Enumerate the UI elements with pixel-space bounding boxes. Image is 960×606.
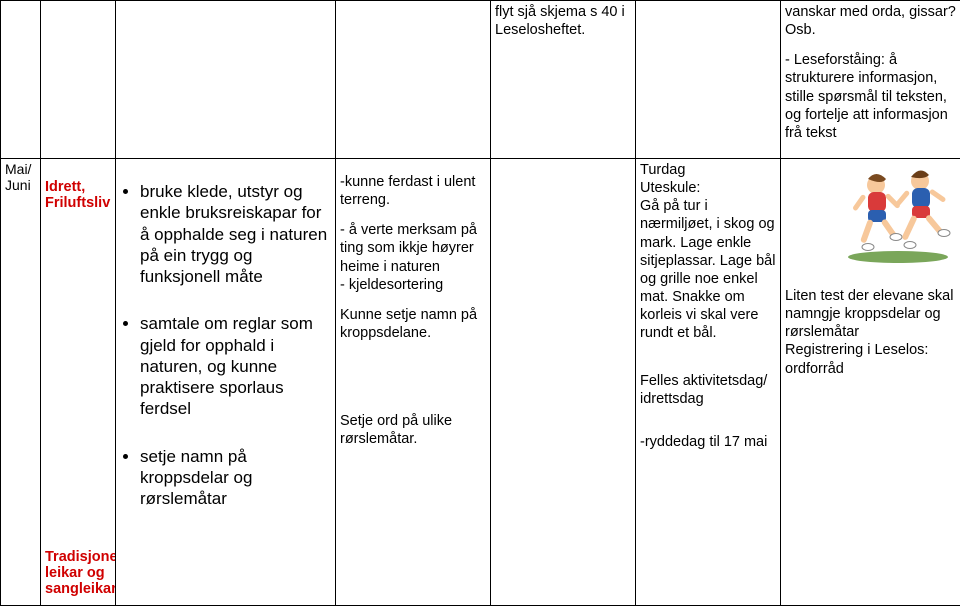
cell-outdoor: Turdag Uteskule: Gå på tur i nærmiljøet,… — [636, 159, 781, 606]
skill-p1: -kunne ferdast i ulent terreng. — [340, 173, 486, 209]
cell-assessment-top: vanskar med orda, gissar? Osb. - Lesefor… — [781, 1, 960, 159]
cell-skills: -kunne ferdast i ulent terreng. - å vert… — [336, 159, 491, 606]
plan-table: flyt sjå skjema s 40 i Leselosheftet. va… — [0, 0, 960, 606]
list-item: setje namn på kroppsdelar og rørslemåtar — [140, 446, 331, 510]
subject-tradisjonelle: Tradisjonelle leikar og sangleikar — [45, 549, 111, 597]
out-p1: Turdag — [640, 161, 776, 179]
cell-assessment: Liten test der elevane skal namngje krop… — [781, 159, 960, 606]
cell-goals: bruke klede, utstyr og enkle bruksreiska… — [116, 159, 336, 606]
skill-p5: Setje ord på ulike rørslemåtar. — [340, 412, 486, 448]
assess-p1: Liten test der elevane skal namngje krop… — [785, 287, 956, 341]
out-p4: Felles aktivitetsdag/ idrettsdag — [640, 372, 776, 408]
cell-col4-empty — [491, 159, 636, 606]
subject-idrett: Idrett, Friluftsliv — [45, 179, 111, 211]
text-flyt: flyt sjå skjema s 40 i Leselosheftet. — [495, 3, 631, 39]
month-label: Mai/ Juni — [5, 161, 36, 193]
page-root: flyt sjå skjema s 40 i Leselosheftet. va… — [0, 0, 960, 605]
skill-p3: - kjeldesortering — [340, 276, 486, 294]
out-p5: -ryddedag til 17 mai — [640, 433, 776, 451]
cell-month: Mai/ Juni — [1, 159, 41, 606]
cell-subject-empty — [41, 1, 116, 159]
out-p2: Uteskule: — [640, 179, 776, 197]
cell-outdoor-empty — [636, 1, 781, 159]
cell-reading: flyt sjå skjema s 40 i Leselosheftet. — [491, 1, 636, 159]
skill-p4: Kunne setje namn på kroppsdelane. — [340, 306, 486, 342]
text-vanskar: vanskar med orda, gissar? Osb. — [785, 3, 956, 39]
running-icon — [838, 165, 958, 265]
list-item: bruke klede, utstyr og enkle bruksreiska… — [140, 181, 331, 287]
runners-illustration — [785, 167, 956, 277]
goal-list: bruke klede, utstyr og enkle bruksreiska… — [120, 181, 331, 509]
cell-subjects: Idrett, Friluftsliv Tradisjonelle leikar… — [41, 159, 116, 606]
cell-month-empty — [1, 1, 41, 159]
cell-skills-empty — [336, 1, 491, 159]
out-p3: Gå på tur i nærmiljøet, i skog og mark. … — [640, 197, 776, 342]
cell-goals-empty — [116, 1, 336, 159]
list-item: samtale om reglar som gjeld for opphald … — [140, 313, 331, 419]
text-leseforstaing: - Leseforståing: å strukturere informasj… — [785, 51, 956, 142]
skill-p2: - å verte merksam på ting som ikkje høyr… — [340, 221, 486, 275]
assess-p2: Registrering i Leselos: ordforråd — [785, 341, 956, 377]
table-row: Mai/ Juni Idrett, Friluftsliv Tradisjone… — [1, 159, 960, 606]
table-row: flyt sjå skjema s 40 i Leselosheftet. va… — [1, 1, 960, 159]
